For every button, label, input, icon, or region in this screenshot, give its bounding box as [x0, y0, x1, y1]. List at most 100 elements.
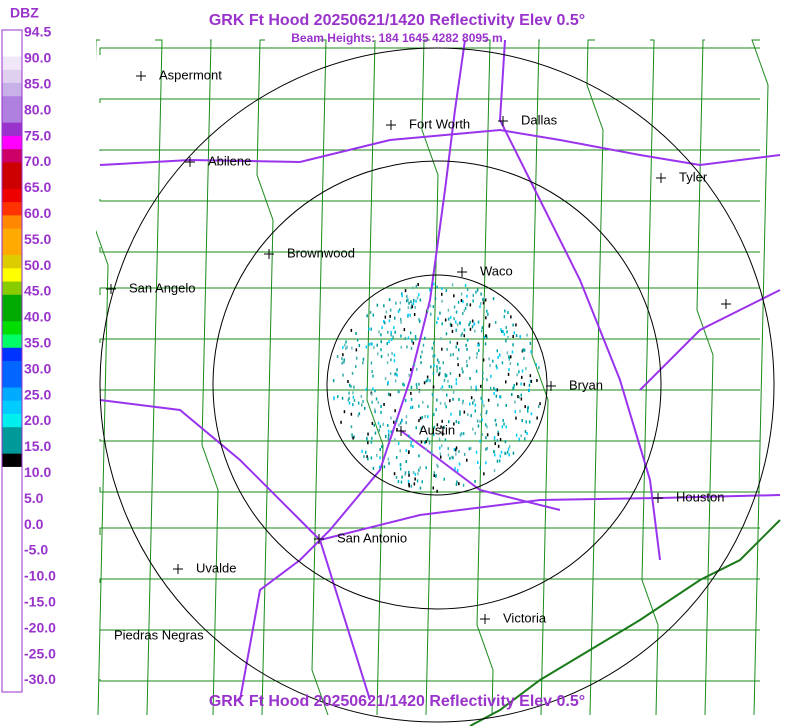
echo-pixel: [484, 342, 487, 346]
echo-pixel: [482, 301, 485, 305]
echo-pixel: [421, 480, 423, 484]
echo-pixel: [519, 409, 521, 413]
echo-pixel: [390, 333, 392, 337]
colorbar-segment: [2, 69, 22, 84]
echo-pixel: [512, 323, 514, 327]
echo-pixel: [420, 427, 423, 431]
echo-pixel: [358, 412, 361, 416]
echo-pixel: [497, 430, 499, 434]
echo-pixel: [433, 474, 435, 477]
colorbar-segment: [2, 639, 22, 653]
echo-pixel: [371, 400, 373, 404]
echo-pixel: [373, 423, 375, 427]
echo-pixel: [433, 425, 436, 429]
echo-pixel: [419, 466, 421, 470]
city-marker: [457, 267, 467, 277]
echo-pixel: [456, 480, 458, 484]
echo-pixel: [410, 300, 412, 304]
echo-pixel: [387, 353, 389, 357]
echo-pixel: [483, 404, 485, 408]
echo-pixel: [459, 433, 462, 437]
echo-pixel: [487, 312, 489, 316]
echo-pixel: [460, 292, 463, 296]
echo-pixel: [355, 348, 358, 352]
echo-pixel: [466, 288, 469, 292]
echo-pixel: [432, 305, 435, 309]
colorbar-segment: [2, 387, 22, 402]
echo-pixel: [518, 437, 520, 441]
echo-pixel: [433, 364, 435, 367]
echo-pixel: [342, 345, 344, 349]
echo-pixel: [352, 436, 354, 440]
echo-pixel: [439, 371, 441, 375]
echo-pixel: [344, 343, 346, 347]
echo-pixel: [469, 402, 471, 406]
echo-pixel: [394, 316, 396, 320]
echo-pixel: [530, 350, 532, 354]
echo-pixel: [477, 320, 480, 324]
echo-pixel: [377, 352, 379, 356]
echo-pixel: [378, 465, 381, 469]
echo-pixel: [464, 306, 467, 310]
echo-pixel: [398, 308, 401, 312]
echo-pixel: [501, 361, 504, 365]
echo-pixel: [517, 362, 519, 366]
echo-pixel: [394, 438, 396, 442]
echo-pixel: [441, 431, 443, 435]
echo-pixel: [370, 456, 373, 460]
echo-pixel: [436, 369, 438, 373]
echo-pixel: [458, 482, 460, 486]
echo-pixel: [485, 423, 487, 427]
echo-pixel: [504, 451, 506, 455]
echo-pixel: [399, 449, 401, 453]
echo-pixel: [427, 415, 429, 419]
colorbar-segment: [2, 519, 22, 534]
echo-pixel: [350, 412, 353, 416]
echo-pixel: [501, 425, 504, 429]
echo-pixel: [467, 413, 469, 416]
echo-pixel: [449, 353, 452, 357]
echo-pixel: [367, 432, 369, 436]
echo-pixel: [397, 480, 400, 483]
echo-pixel: [479, 466, 481, 470]
colorbar-segment: [2, 559, 22, 574]
echo-pixel: [496, 349, 498, 353]
echo-pixel: [385, 310, 388, 314]
colorbar-segment: [2, 202, 22, 216]
echo-pixel: [455, 420, 458, 424]
echo-pixel: [475, 369, 478, 373]
echo-pixel: [449, 316, 452, 319]
echo-pixel: [482, 377, 484, 381]
echo-pixel: [395, 475, 398, 479]
echo-pixel: [462, 312, 464, 315]
legend-label: 45.0: [24, 283, 51, 299]
city-label: San Angelo: [129, 280, 196, 295]
echo-pixel: [447, 453, 450, 457]
echo-pixel: [455, 310, 458, 314]
echo-pixel: [378, 428, 381, 432]
echo-pixel: [426, 437, 429, 441]
echo-pixel: [387, 436, 390, 440]
echo-pixel: [360, 395, 363, 398]
echo-pixel: [433, 354, 436, 358]
echo-pixel: [441, 347, 443, 351]
echo-pixel: [343, 410, 346, 414]
echo-pixel: [352, 403, 354, 407]
echo-pixel: [470, 385, 472, 389]
echo-pixel: [493, 436, 496, 440]
echo-pixel: [449, 372, 452, 375]
echo-pixel: [400, 317, 402, 321]
echo-pixel: [516, 382, 518, 386]
echo-pixel: [526, 333, 528, 337]
echo-pixel: [374, 389, 376, 393]
echo-pixel: [494, 320, 497, 324]
legend-label: -25.0: [24, 645, 56, 661]
echo-pixel: [495, 388, 497, 392]
echo-pixel: [380, 333, 382, 337]
echo-pixel: [505, 403, 507, 407]
echo-pixel: [504, 309, 506, 313]
echo-pixel: [514, 400, 516, 404]
echo-pixel: [433, 341, 435, 345]
echo-pixel: [401, 419, 403, 423]
